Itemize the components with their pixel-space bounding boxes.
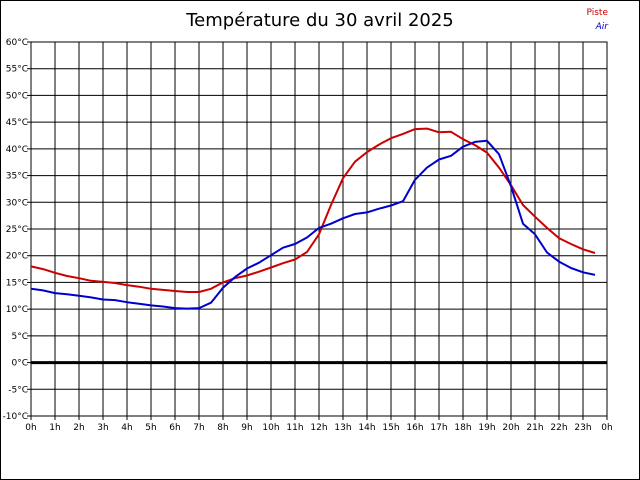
series-line-piste [30,127,596,293]
x-tick-label: 3h [97,423,108,433]
x-tick-label: 6h [169,423,180,433]
x-tick-label: 9h [241,423,252,433]
x-tick-label: 16h [406,423,423,433]
y-tick-label: 60°C [6,38,28,48]
x-tick-label: 0h [601,423,612,433]
x-tick-label: 0h [25,423,36,433]
x-tick-label: 18h [454,423,471,433]
y-tick-label: 45°C [6,118,28,128]
x-tick-label: 20h [502,423,519,433]
y-tick-label: 20°C [6,252,28,262]
x-tick-label: 10h [262,423,279,433]
y-tick-label: 5°C [11,332,28,342]
x-tick-label: 19h [478,423,495,433]
y-tick-label: 40°C [6,145,28,155]
x-tick-label: 11h [286,423,303,433]
x-tick-label: 7h [193,423,204,433]
y-tick-label: 25°C [6,225,28,235]
legend-piste: Piste [586,8,609,18]
y-tick-label: -5°C [8,385,28,395]
x-tick-label: 4h [121,423,132,433]
x-tick-label: 23h [574,423,591,433]
x-tick-label: 17h [430,423,447,433]
x-tick-label: 5h [145,423,156,433]
y-tick-label: 35°C [6,172,28,182]
chart-title: Température du 30 avril 2025 [186,10,454,31]
x-tick-label: 1h [49,423,60,433]
y-tick-label: 10°C [6,305,28,315]
y-tick-label: 50°C [6,91,28,101]
x-tick-label: 15h [382,423,399,433]
x-tick-label: 13h [334,423,351,433]
x-tick-label: 12h [310,423,327,433]
y-tick-label: -10°C [3,412,28,422]
series-line-air [30,139,596,310]
x-tick-label: 2h [73,423,84,433]
y-tick-label: 30°C [6,198,28,208]
legend-air: Air [595,22,608,32]
x-tick-label: 8h [217,423,228,433]
x-tick-label: 14h [358,423,375,433]
x-tick-label: 21h [526,423,543,433]
y-tick-label: 15°C [6,278,28,288]
x-tick-label: 22h [550,423,567,433]
y-tick-label: 55°C [6,65,28,75]
y-tick-label: 0°C [11,359,28,369]
